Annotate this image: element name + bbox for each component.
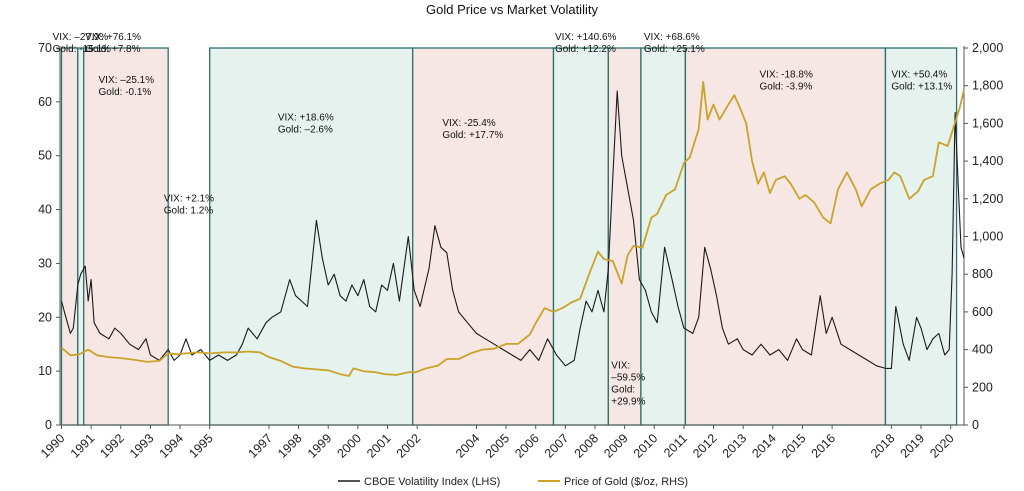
- x-tick-label: 2009: [601, 431, 631, 461]
- left-tick-label: 40: [38, 203, 52, 217]
- regime-band-8: [684, 47, 887, 426]
- left-tick-label: 30: [38, 256, 52, 270]
- left-tick-label: 20: [38, 310, 52, 324]
- regime-band-3: [209, 47, 414, 426]
- regime-annotation: VIX: -25.4% Gold: +17.7%: [442, 118, 503, 141]
- x-tick-label: 1998: [275, 431, 305, 461]
- regime-annotation: VIX: +2.1% Gold: 1.2%: [164, 193, 214, 216]
- x-tick-label: 2002: [394, 431, 424, 461]
- x-tick-label: 2011: [661, 431, 690, 460]
- x-tick-label: 2005: [483, 431, 513, 461]
- right-tick-label: 1,800: [972, 79, 1003, 93]
- regime-band-0: [60, 47, 79, 426]
- x-tick-label: 2018: [868, 431, 898, 461]
- x-tick-label: 2001: [364, 431, 394, 461]
- regime-annotation: VIX: +76.1% Gold: +7.8%: [85, 32, 141, 55]
- chart-title: Gold Price vs Market Volatility: [426, 2, 598, 17]
- right-tick-label: 2,000: [972, 41, 1003, 55]
- regime-annotation: VIX: +50.4% Gold: +13.1%: [891, 70, 952, 93]
- regime-bands: [60, 47, 958, 426]
- x-tick-label: 1997: [246, 431, 276, 461]
- x-tick-label: 1995: [186, 431, 216, 461]
- right-tick-label: 1,000: [972, 230, 1003, 244]
- plot-frame: [59, 46, 965, 426]
- x-tick-label: 2012: [690, 431, 720, 461]
- x-axis: 1990 1991 1992 1993 1994 1995 1997 1998 1999 2000…: [38, 425, 957, 461]
- x-tick-label: 1991: [68, 431, 98, 461]
- series-line-1: [60, 81, 965, 377]
- legend-gold-label: Price of Gold ($/oz, RHS): [564, 476, 688, 488]
- right-tick-label: 1,200: [972, 192, 1003, 206]
- right-tick-label: 800: [972, 267, 993, 281]
- regime-band-1: [77, 47, 85, 426]
- x-tick-label: 1999: [305, 431, 335, 461]
- left-tick-label: 70: [38, 41, 52, 55]
- annotations: VIX: –27.9% Gold: -15.1%VIX: +76.1% Gold: …: [53, 32, 953, 408]
- x-tick-label: 2004: [453, 431, 483, 461]
- x-tick-label: 2007: [542, 431, 572, 461]
- x-tick-label: 2015: [779, 431, 809, 461]
- regime-band-7: [640, 47, 687, 426]
- x-tick-label: 2000: [334, 431, 364, 461]
- regime-annotation: VIX: +18.6% Gold: –2.6%: [278, 113, 334, 136]
- regime-band-9: [884, 47, 958, 426]
- legend-vix-label: CBOE Volatility Index (LHS): [364, 476, 500, 488]
- left-tick-label: 60: [38, 95, 52, 109]
- x-tick-label: 1990: [38, 431, 68, 461]
- series-lines: [60, 81, 965, 377]
- right-tick-label: 0: [972, 418, 979, 432]
- x-tick-label: 1994: [157, 431, 187, 461]
- regime-annotation: VIX: +68.6% Gold: +25.1%: [644, 32, 705, 55]
- x-tick-label: 2013: [720, 431, 750, 461]
- regime-band-4: [412, 47, 555, 426]
- right-tick-label: 400: [972, 343, 993, 357]
- x-tick-label: 2016: [809, 431, 839, 461]
- left-y-axis: 0 10 20 30 40 50 60 70: [38, 41, 60, 432]
- regime-band-2: [83, 47, 169, 426]
- right-tick-label: 1,600: [972, 116, 1003, 130]
- x-tick-label: 2014: [749, 431, 779, 461]
- x-tick-label: 2020: [927, 431, 957, 461]
- regime-band-5: [552, 47, 609, 426]
- left-tick-label: 50: [38, 149, 52, 163]
- right-tick-label: 600: [972, 305, 993, 319]
- x-tick-label: 2006: [512, 431, 542, 461]
- series-line-0: [60, 90, 965, 369]
- x-tick-label: 1993: [127, 431, 157, 461]
- x-tick-label: 2008: [572, 431, 602, 461]
- regime-annotation: VIX: –27.9% Gold: -15.1%: [53, 32, 111, 55]
- x-tick-label: 2010: [631, 431, 661, 461]
- left-tick-label: 0: [45, 418, 52, 432]
- left-tick-label: 10: [38, 364, 52, 378]
- right-y-axis: 0 200 400 600 800 1,000 1,200 1,400 1,600 1,800 2,…: [964, 41, 1003, 432]
- x-tick-label: 1992: [97, 431, 127, 461]
- regime-annotation: VIX: +140.6% Gold: +12.2%: [555, 32, 617, 55]
- legend: CBOE Volatility Index (LHS) Price of Gol…: [338, 476, 688, 488]
- right-tick-label: 1,400: [972, 154, 1003, 168]
- regime-annotation: VIX: –59.5% Gold: +29.9%: [611, 360, 645, 407]
- regime-annotation: VIX: -18.8% Gold: -3.9%: [759, 70, 812, 93]
- regime-annotation: VIX: –25.1% Gold: -0.1%: [99, 75, 155, 98]
- x-tick-label: 2019: [898, 431, 928, 461]
- right-tick-label: 200: [972, 380, 993, 394]
